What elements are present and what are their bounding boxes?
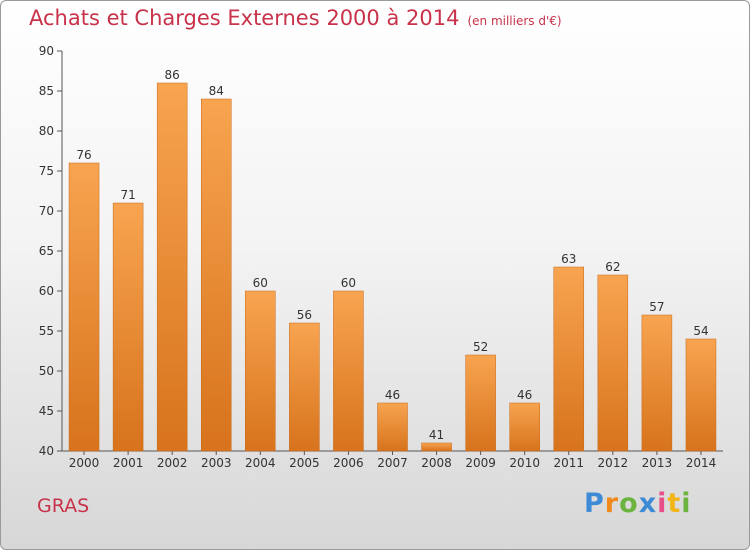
chart-title-text: Achats et Charges Externes 2000 à 2014: [29, 6, 460, 30]
y-tick-label: 45: [39, 404, 54, 418]
x-tick-label: 2013: [642, 456, 673, 470]
logo-letter: o: [619, 488, 639, 519]
commune-name: GRAS: [37, 495, 90, 517]
bar: [289, 322, 320, 452]
chart-title: Achats et Charges Externes 2000 à 2014 (e…: [29, 6, 562, 30]
x-tick-label: 2008: [421, 456, 452, 470]
x-tick-label: 2002: [157, 456, 188, 470]
y-tick-label: 65: [39, 244, 54, 258]
x-tick-label: 2001: [113, 456, 144, 470]
y-tick-label: 85: [39, 84, 54, 98]
bar: [200, 98, 232, 452]
bar: [509, 402, 540, 452]
data-label: 60: [341, 276, 356, 290]
logo-letter: i: [681, 488, 692, 519]
bar: [597, 274, 629, 452]
data-label: 57: [649, 300, 664, 314]
bar: [553, 266, 585, 452]
logo-letter: P: [584, 488, 605, 519]
bar: [68, 162, 100, 452]
data-label: 86: [165, 68, 180, 82]
data-label: 52: [473, 340, 488, 354]
y-tick-label: 75: [39, 164, 54, 178]
data-label: 63: [561, 252, 576, 266]
x-tick-label: 2006: [333, 456, 364, 470]
y-tick-label: 80: [39, 124, 54, 138]
data-label: 76: [76, 148, 91, 162]
y-tick-label: 90: [39, 44, 54, 58]
y-tick-label: 60: [39, 284, 54, 298]
logo-letter: t: [667, 488, 682, 519]
x-tick-label: 2000: [69, 456, 100, 470]
x-tick-label: 2012: [598, 456, 629, 470]
data-label: 46: [517, 388, 532, 402]
logo-letter: r: [604, 488, 620, 519]
y-tick-label: 55: [39, 324, 54, 338]
bar: [377, 402, 408, 452]
x-tick-label: 2014: [686, 456, 717, 470]
data-label: 84: [209, 84, 224, 98]
data-label: 46: [385, 388, 400, 402]
axes: 40 45 50 55 60 65 70 75 80 85 90: [39, 44, 723, 458]
chart-subtitle: (en milliers d'€): [467, 14, 562, 28]
bar: [333, 290, 364, 452]
x-tick-label: 2011: [553, 456, 584, 470]
data-label: 62: [605, 260, 620, 274]
x-tick-label: 2005: [289, 456, 320, 470]
bars: [68, 82, 717, 452]
bar: [112, 202, 144, 452]
bar: [156, 82, 188, 452]
logo-letter: x: [638, 488, 658, 519]
data-label: 56: [297, 308, 312, 322]
y-tick-label: 50: [39, 364, 54, 378]
data-label: 60: [253, 276, 268, 290]
x-tick-label: 2007: [377, 456, 408, 470]
labels: 76 2000 71 2001 86 2002 84 2003 60 2004 56 2005 60 20…: [69, 68, 716, 470]
y-tick-label: 70: [39, 204, 54, 218]
x-tick-label: 2010: [509, 456, 540, 470]
data-label: 71: [120, 188, 135, 202]
bar: [245, 290, 276, 452]
x-tick-label: 2009: [465, 456, 496, 470]
bar: [685, 338, 717, 452]
bar: [421, 442, 452, 452]
bar: [465, 354, 496, 452]
bar: [641, 314, 673, 452]
y-tick-label: 40: [39, 444, 54, 458]
proxiti-logo[interactable]: Proxiti: [584, 488, 692, 519]
data-label: 41: [429, 428, 444, 442]
x-tick-label: 2003: [201, 456, 232, 470]
x-tick-label: 2004: [245, 456, 276, 470]
data-label: 54: [693, 324, 708, 338]
logo-letter: i: [657, 488, 668, 519]
